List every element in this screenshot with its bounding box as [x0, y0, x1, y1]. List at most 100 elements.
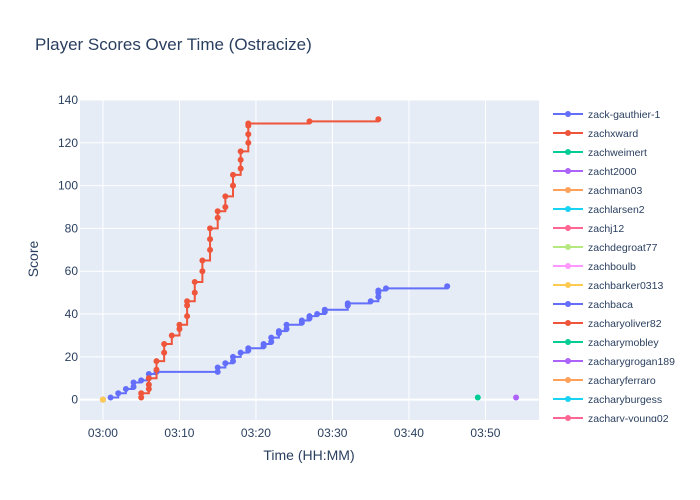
data-point [230, 358, 236, 365]
data-point [375, 293, 382, 300]
legend-swatch-marker [565, 187, 571, 193]
data-point [138, 390, 145, 397]
data-point [230, 182, 236, 189]
data-point [222, 204, 229, 211]
series-zachxward [138, 116, 382, 401]
data-point [245, 120, 252, 127]
data-point [207, 225, 214, 232]
data-point [383, 285, 389, 292]
legend-item[interactable]: zachbarker0313 [553, 280, 663, 292]
legend-item[interactable]: zachbaca [553, 299, 633, 311]
legend-swatch-marker [565, 377, 571, 383]
legend-item[interactable]: zacharymobley [553, 337, 659, 349]
data-point [214, 208, 221, 215]
legend-item[interactable]: zachj12 [553, 223, 624, 235]
data-point [199, 268, 206, 275]
legend-item[interactable]: zachboulb [553, 261, 636, 273]
data-point [138, 377, 145, 384]
legend-item[interactable]: zachdegroat77 [553, 242, 658, 254]
data-point [138, 394, 145, 401]
data-point [375, 287, 382, 294]
legend-label: zacharyoliver82 [588, 318, 662, 330]
data-point [130, 379, 137, 386]
data-point [207, 246, 214, 253]
data-point [161, 349, 168, 356]
y-tick-label: 80 [65, 221, 79, 235]
data-point [214, 364, 221, 371]
legend-swatch-marker [565, 320, 571, 326]
legend-swatch-marker [565, 244, 571, 250]
data-point [237, 148, 244, 155]
legend-item[interactable]: zachlarsen2 [553, 204, 645, 216]
legend-label: zacharygrogan189 [588, 356, 675, 368]
x-tick-label: 03:10 [164, 426, 194, 440]
legend-swatch-marker [565, 206, 571, 212]
legend-item[interactable]: zachweimert [553, 147, 647, 159]
legend-item[interactable]: zacharygrogan189 [553, 356, 675, 368]
data-point [237, 349, 244, 356]
series-zachweimert [474, 394, 481, 401]
legend-swatch-marker [565, 168, 571, 174]
data-point [191, 278, 198, 285]
y-tick-label: 40 [65, 307, 79, 321]
data-point [176, 326, 183, 333]
x-tick-label: 03:30 [317, 426, 347, 440]
data-point [306, 313, 313, 320]
data-point [145, 381, 152, 388]
legend-swatch-marker [565, 358, 571, 364]
legend-swatch-marker [565, 263, 571, 269]
data-point [153, 366, 160, 373]
legend-item[interactable]: zachman03 [553, 185, 642, 197]
legend-label: zachary-young02 [588, 413, 669, 425]
series-layer [99, 116, 520, 403]
data-point [199, 257, 206, 264]
y-tick-label: 60 [65, 264, 79, 278]
legend-item[interactable]: zacht2000 [553, 166, 637, 178]
x-tick-label: 03:40 [394, 426, 424, 440]
data-point [375, 116, 382, 123]
data-point [245, 139, 252, 146]
legend-item[interactable]: zack-gauthier-1 [553, 109, 661, 121]
data-point [268, 338, 275, 345]
legend-item[interactable]: zacharyferraro [553, 375, 656, 387]
data-point [153, 358, 160, 365]
x-tick-label: 03:20 [241, 426, 271, 440]
data-point [230, 353, 236, 360]
data-point [214, 368, 221, 375]
data-point [184, 298, 191, 305]
x-tick-label: 03:00 [88, 426, 118, 440]
series-zacht2000 [513, 394, 520, 401]
legend[interactable]: zack-gauthier-1 zachxward zachweimert zacht… [553, 109, 675, 425]
data-point [283, 326, 290, 333]
y-tick-label: 140 [58, 93, 78, 107]
data-point [260, 341, 267, 348]
legend-label: zachdegroat77 [588, 242, 658, 254]
data-point [275, 328, 282, 335]
data-point [184, 302, 191, 309]
data-point [237, 156, 244, 163]
data-point [237, 165, 244, 172]
data-point [107, 394, 114, 401]
data-point [268, 334, 275, 341]
data-point [176, 321, 183, 328]
y-axis-title: Score [25, 241, 41, 278]
legend-item[interactable]: zachary-young02 [553, 413, 669, 425]
x-axis-title: Time (HH:MM) [263, 447, 354, 463]
legend-swatch-marker [565, 415, 571, 421]
data-point [245, 345, 252, 352]
legend-label: zachlarsen2 [588, 204, 645, 216]
legend-item[interactable]: zacharyoliver82 [553, 318, 662, 330]
legend-item[interactable]: zacharyburgess [553, 394, 662, 406]
legend-label: zachboulb [588, 261, 636, 273]
data-point [222, 193, 229, 200]
data-point [314, 311, 321, 318]
data-point [115, 390, 122, 397]
data-point [99, 396, 106, 403]
data-point [344, 300, 351, 307]
data-point [130, 383, 137, 390]
data-point [230, 171, 236, 178]
legend-item[interactable]: zachxward [553, 128, 638, 140]
data-point [283, 321, 290, 328]
legend-label: zacharyburgess [588, 394, 662, 406]
